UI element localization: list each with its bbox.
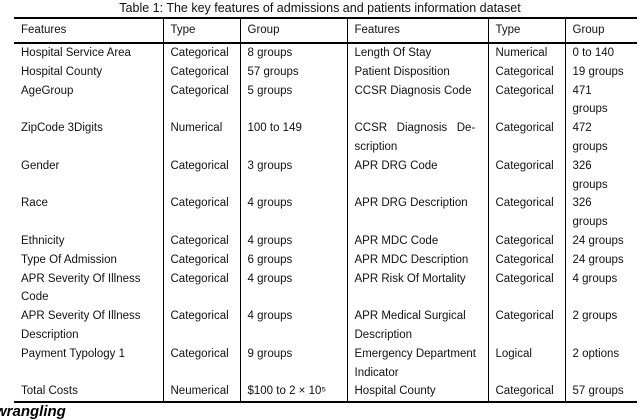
group-cell: 9 groups [239,344,347,383]
table-row: Hospital County Categorical 57 groups Pa… [14,62,637,82]
type-cell: Categorical [487,81,565,120]
table-header-row: Features Type Group Features Type Group [14,18,637,44]
header-type-right: Type [487,18,565,44]
type-cell: Categorical [162,62,240,82]
type-cell: Categorical [162,231,240,251]
type-cell: Categorical [162,269,240,308]
feature-cell: Payment Typology 1 [21,347,125,360]
feature-cell: Length Of Stay [346,43,488,63]
feature-cell: APR MDC Code [346,231,488,251]
feature-cell: Hospital Service Area [21,47,131,59]
feature-cell: Emergency Department Indicator [346,344,488,383]
feature-cell: APR Medical Surgical Description [346,307,488,345]
type-cell: Logical [487,344,565,383]
feature-cell: Patient Disposition [346,62,488,82]
header-features-left: Features [14,18,163,44]
feature-cell: CCSR Diagnosis Code [346,81,488,120]
table-row: APR Severity Of Illness Code Categorical… [14,269,637,308]
table-row: ZipCode 3Digits Numerical 100 to 149 CCS… [14,119,637,157]
group-cell: 24 groups [564,231,637,251]
group-cell: 4 groups [239,231,347,251]
type-cell: Categorical [162,344,240,383]
feature-cell: APR Severity Of Illness Code [21,272,141,304]
section-heading-fragment: wrangling [0,403,66,420]
group-cell: 4 groups [239,194,347,232]
type-cell: Categorical [162,81,240,120]
table-row: Payment Typology 1 Categorical 9 groups … [14,344,637,383]
type-cell: Categorical [487,119,565,157]
type-cell: Categorical [487,194,565,232]
feature-cell: APR Severity Of Illness Description [21,310,141,341]
group-cell: 24 groups [564,250,637,270]
feature-cell: APR DRG Code [346,156,488,195]
feature-cell: Hospital County [346,382,488,403]
group-cell: 57 groups [239,62,347,82]
table-row: Total Costs Neumerical $100 to 2 × 10⁵ H… [14,382,637,403]
feature-cell: Total Costs [21,385,78,398]
feature-cell: ZipCode 3Digits [21,122,103,135]
header-group-right: Group [564,18,637,44]
table-row: AgeGroup Categorical 5 groups CCSR Diagn… [14,81,637,120]
type-cell: Categorical [487,382,565,403]
group-cell: 57 groups [564,382,637,403]
type-cell: Numerical [487,43,565,63]
type-cell: Categorical [162,194,240,232]
type-cell: Categorical [162,43,240,63]
feature-cell: Type Of Admission [21,253,117,266]
group-cell: 326 groups [564,194,637,232]
group-cell: 472 groups [564,119,637,157]
feature-cell: Gender [21,159,60,172]
group-cell: 19 groups [564,62,637,82]
table-row: APR Severity Of Illness Description Cate… [14,307,637,345]
table-row: Hospital Service Area Categorical 8 grou… [14,43,637,63]
table-row: Ethnicity Categorical 4 groups APR MDC C… [14,231,637,251]
header-features-right: Features [346,18,488,44]
feature-cell: Ethnicity [21,234,65,247]
group-cell: 326 groups [564,156,637,195]
group-cell: 0 to 140 [564,43,637,63]
feature-cell: Race [21,197,48,210]
type-cell: Categorical [487,62,565,82]
feature-cell: APR MDC Description [346,250,488,270]
type-cell: Categorical [162,250,240,270]
type-cell: Neumerical [162,382,240,403]
type-cell: Categorical [487,231,565,251]
group-cell: $100 to 2 × 10⁵ [239,382,347,403]
group-cell: 100 to 149 [239,119,347,157]
paper-table: Features Type Group Features Type Group … [14,17,637,404]
table-row: Type Of Admission Categorical 6 groups A… [14,250,637,270]
feature-cell: APR Risk Of Mortality [346,269,488,308]
type-cell: Categorical [162,307,240,345]
feature-cell: AgeGroup [21,84,74,97]
group-cell: 471 groups [564,81,637,120]
type-cell: Numerical [162,119,240,157]
type-cell: Categorical [487,156,565,195]
group-cell: 4 groups [564,269,637,308]
group-cell: 4 groups [239,269,347,308]
group-cell: 4 groups [239,307,347,345]
feature-cell: APR DRG Description [346,194,488,232]
type-cell: Categorical [487,250,565,270]
table-caption: Table 1: The key features of admissions … [119,1,521,15]
table-row: Race Categorical 4 groups APR DRG Descri… [14,194,637,232]
group-cell: 6 groups [239,250,347,270]
type-cell: Categorical [487,307,565,345]
group-cell: 3 groups [239,156,347,195]
feature-cell: CCSR Diagnosis De- scription [346,119,488,157]
group-cell: 2 groups [564,307,637,345]
group-cell: 8 groups [239,43,347,63]
group-cell: 5 groups [239,81,347,120]
header-group-left: Group [239,18,347,44]
table-row: Gender Categorical 3 groups APR DRG Code… [14,156,637,195]
header-type-left: Type [162,18,240,44]
type-cell: Categorical [162,156,240,195]
feature-cell: Hospital County [21,65,103,78]
type-cell: Categorical [487,269,565,308]
group-cell: 2 options [564,344,637,383]
